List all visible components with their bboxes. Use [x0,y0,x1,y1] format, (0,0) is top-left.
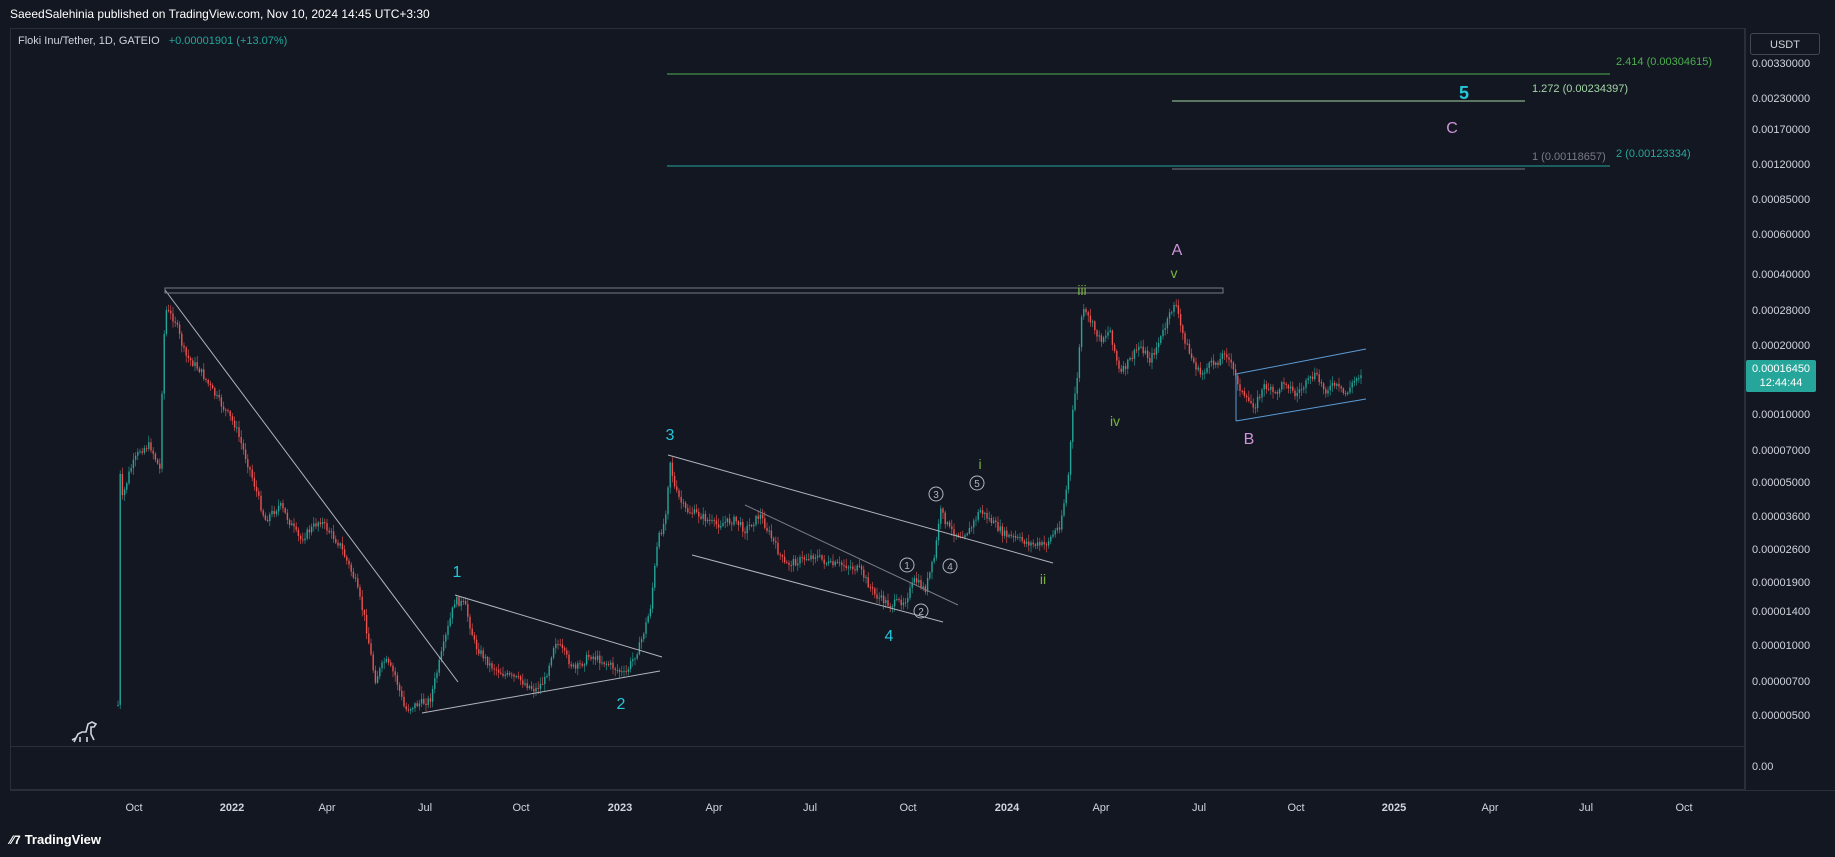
time-axis-label: 2023 [608,802,632,814]
time-axis-label: Oct [512,802,529,814]
time-axis-label: Oct [1287,802,1304,814]
symbol-title[interactable]: Floki Inu/Tether, 1D, GATEIO [18,35,160,47]
time-axis-label: 2022 [220,802,244,814]
price-axis-label: 0.00230000 [1752,93,1810,105]
price-axis-label: 0.00028000 [1752,305,1810,317]
price-axis-label: 0.00002600 [1752,544,1810,556]
currency-button[interactable]: USDT [1750,33,1820,55]
price-axis-label: 0.00003600 [1752,511,1810,523]
price-axis-label: 0.00007000 [1752,445,1810,457]
bar-countdown: 12:44:44 [1760,377,1803,389]
time-axis-label: Apr [1481,802,1498,814]
price-axis-label: 0.00001400 [1752,606,1810,618]
price-axis[interactable]: 0.00330000 0.00230000 0.00170000 0.00120000… [1752,58,1810,773]
price-axis-label: 0.00085000 [1752,194,1810,206]
time-axis[interactable]: Oct 2022 Apr Jul Oct 2023 Apr Jul Oct 2024 Apr Jul O… [125,802,1692,814]
price-axis-label: 0.00040000 [1752,269,1810,281]
price-axis-label: 0.00010000 [1752,409,1810,421]
time-axis-label: Oct [1675,802,1692,814]
price-axis-label: 0.00000700 [1752,676,1810,688]
publisher-info: SaeedSalehinia published on TradingView.… [10,7,430,21]
brand-name[interactable]: TradingView [24,832,102,847]
price-axis-label: 0.00000500 [1752,710,1810,722]
chart-frame[interactable] [10,28,1745,790]
symbol-legend[interactable]: Floki Inu/Tether, 1D, GATEIO +0.00001901… [18,35,287,47]
price-axis-divider [1745,28,1746,790]
tradingview-logo-icon[interactable]: ⁄⁄7 [10,832,21,847]
time-axis-label: Oct [125,802,142,814]
current-price-tag: 0.00016450 12:44:44 [1746,360,1816,392]
time-axis-label: Oct [899,802,916,814]
time-axis-label: Apr [705,802,722,814]
price-axis-label: 0.00 [1752,761,1773,773]
current-price: 0.00016450 [1752,363,1810,375]
time-axis-label: Apr [318,802,335,814]
price-axis-label: 0.00330000 [1752,58,1810,70]
price-axis-label: 0.00001000 [1752,640,1810,652]
time-axis-label: Apr [1092,802,1109,814]
price-axis-label: 0.00170000 [1752,124,1810,136]
price-axis-label: 0.00120000 [1752,159,1810,171]
price-axis-label: 0.00060000 [1752,229,1810,241]
price-axis-label: 0.00005000 [1752,477,1810,489]
time-axis-label: Jul [1579,802,1593,814]
time-axis-label: Jul [1192,802,1206,814]
pane-divider[interactable] [10,746,1745,747]
time-axis-label: 2024 [995,802,1020,814]
price-axis-label: 0.00001900 [1752,577,1810,589]
price-change: +0.00001901 (+13.07%) [168,35,288,47]
top-bar: SaeedSalehinia published on TradingView.… [0,0,1835,28]
time-axis-label: Jul [418,802,432,814]
time-axis-label: 2025 [1382,802,1406,814]
footer: ⁄⁄7 TradingView [10,832,101,847]
price-axis-label: 0.00020000 [1752,340,1810,352]
time-axis-label: Jul [803,802,817,814]
time-axis-divider [10,790,1835,791]
